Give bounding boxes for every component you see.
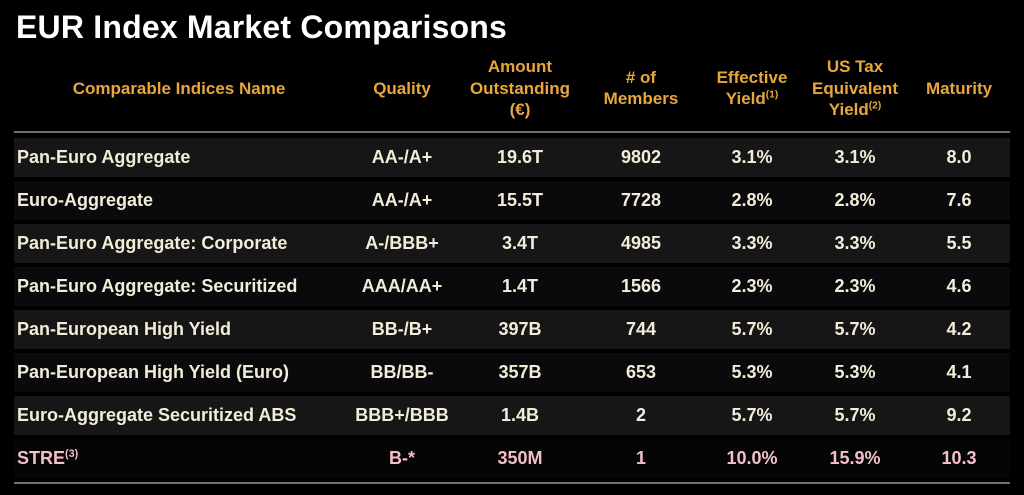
cell-effective_yield: 10.0% xyxy=(726,448,778,469)
cell-members: 4985 xyxy=(620,233,662,254)
cell-maturity: 5.5 xyxy=(946,233,972,254)
cell-us_tax_yield: 5.7% xyxy=(834,319,876,340)
cell-amount: 1.4T xyxy=(501,276,539,297)
cell-name: Pan-European High Yield xyxy=(17,319,232,340)
cell-us_tax_yield: 5.3% xyxy=(834,362,876,383)
table-row: Pan-Euro Aggregate AA-/A+ 19.6T 9802 3.1% 3.1… xyxy=(14,138,1010,178)
table-row: Pan-Euro Aggregate: Securitized AAA/AA+ 1.… xyxy=(14,267,1010,307)
cell-amount: 15.5T xyxy=(496,190,544,211)
column-header-quality: Quality xyxy=(373,78,431,98)
bottom-divider-line xyxy=(14,482,1010,485)
cell-quality: A-/BBB+ xyxy=(365,233,439,254)
cell-us_tax_yield: 2.3% xyxy=(834,276,876,297)
cell-effective_yield: 3.3% xyxy=(731,233,773,254)
cell-maturity: 7.6 xyxy=(946,190,972,211)
footnote-marker: (3) xyxy=(65,448,79,461)
cell-us_tax_yield: 3.3% xyxy=(834,233,876,254)
table-row: Pan-European High Yield (Euro) BB/BB- 357B… xyxy=(14,353,1010,393)
cell-members: 1 xyxy=(635,448,646,469)
cell-effective_yield: 5.7% xyxy=(731,405,773,426)
cell-members: 9802 xyxy=(620,147,662,168)
cell-amount: 1.4B xyxy=(500,405,540,426)
cell-quality: AA-/A+ xyxy=(371,190,433,211)
page-title: EUR Index Market Comparisons xyxy=(16,9,508,45)
cell-maturity: 9.2 xyxy=(946,405,972,426)
cell-members: 744 xyxy=(625,319,657,340)
cell-amount: 397B xyxy=(498,319,542,340)
table-row: STRE(3) B-* 350M 1 10.0% 15.9% 10.3 xyxy=(14,439,1010,479)
cell-members: 653 xyxy=(625,362,657,383)
cell-maturity: 4.1 xyxy=(946,362,972,383)
cell-us_tax_yield: 2.8% xyxy=(834,190,876,211)
cell-quality: AA-/A+ xyxy=(371,147,433,168)
cell-effective_yield: 2.3% xyxy=(731,276,773,297)
header-divider-line xyxy=(14,131,1010,134)
footnote-marker: (1) xyxy=(765,89,779,101)
cell-maturity: 4.2 xyxy=(946,319,972,340)
cell-quality: BBB+/BBB xyxy=(355,405,449,426)
table-row: Pan-Euro Aggregate: Corporate A-/BBB+ 3.4T… xyxy=(14,224,1010,264)
column-header-effective_yield: Effective Yield(1) xyxy=(716,67,788,109)
cell-amount: 19.6T xyxy=(496,147,544,168)
column-header-name: Comparable Indices Name xyxy=(72,78,286,98)
footnote-marker: (2) xyxy=(868,100,882,112)
cell-effective_yield: 5.3% xyxy=(731,362,773,383)
cell-quality: BB-/B+ xyxy=(371,319,433,340)
cell-members: 7728 xyxy=(620,190,662,211)
comparison-table: Comparable Indices Name Quality Amount Outs… xyxy=(14,45,1010,485)
table-row: Euro-Aggregate Securitized ABS BBB+/BBB 1.… xyxy=(14,396,1010,436)
cell-quality: AAA/AA+ xyxy=(361,276,443,297)
cell-name: Pan-Euro Aggregate xyxy=(17,147,191,168)
cell-quality: BB/BB- xyxy=(370,362,434,383)
column-header-amount: Amount Outstanding (€) xyxy=(469,57,571,119)
table-header-row: Comparable Indices Name Quality Amount Outs… xyxy=(14,45,1010,131)
cell-quality: B-* xyxy=(389,448,415,469)
cell-members: 1566 xyxy=(620,276,662,297)
cell-effective_yield: 3.1% xyxy=(731,147,773,168)
cell-maturity: 8.0 xyxy=(946,147,972,168)
cell-us_tax_yield: 3.1% xyxy=(834,147,876,168)
cell-us_tax_yield: 15.9% xyxy=(829,448,881,469)
cell-effective_yield: 5.7% xyxy=(731,319,773,340)
cell-amount: 357B xyxy=(498,362,542,383)
cell-effective_yield: 2.8% xyxy=(731,190,773,211)
cell-name: Pan-European High Yield (Euro) xyxy=(17,362,290,383)
cell-name: Euro-Aggregate Securitized ABS xyxy=(17,405,297,426)
cell-amount: 3.4T xyxy=(501,233,539,254)
column-header-us_tax_yield: US Tax Equivalent Yield(2) xyxy=(812,57,898,119)
cell-name: Euro-Aggregate xyxy=(17,190,154,211)
cell-name: STRE(3) xyxy=(17,448,79,469)
table-row: Euro-Aggregate AA-/A+ 15.5T 7728 2.8% 2.8% 7.6 xyxy=(14,181,1010,221)
cell-name: Pan-Euro Aggregate: Securitized xyxy=(17,276,298,297)
cell-amount: 350M xyxy=(497,448,543,469)
column-header-maturity: Maturity xyxy=(925,78,993,98)
cell-name: Pan-Euro Aggregate: Corporate xyxy=(17,233,288,254)
cell-maturity: 4.6 xyxy=(946,276,972,297)
table-row: Pan-European High Yield BB-/B+ 397B 744 5.7%… xyxy=(14,310,1010,350)
cell-us_tax_yield: 5.7% xyxy=(834,405,876,426)
column-header-members: # of Members xyxy=(603,67,679,109)
cell-members: 2 xyxy=(635,405,646,426)
cell-maturity: 10.3 xyxy=(941,448,977,469)
table-body: Pan-Euro Aggregate AA-/A+ 19.6T 9802 3.1% 3.1… xyxy=(14,138,1010,479)
